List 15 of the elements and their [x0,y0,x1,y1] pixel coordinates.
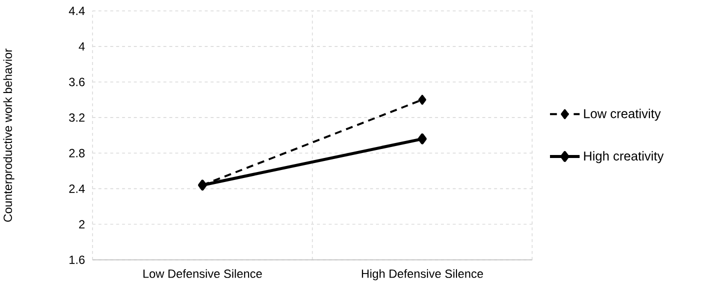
y-tick-label: 2.4 [69,184,85,193]
y-tick-label: 1.6 [70,255,85,264]
y-tick-label: 3.2 [69,113,85,122]
y-tick-label: 4 [78,42,85,50]
point [418,133,427,144]
y-tick-label: 3.6 [69,78,85,86]
y-tick-label: 4.4 [68,6,85,15]
y-tick-label: 2 [79,220,85,228]
legend-label: Low creativity [584,108,661,121]
y-tick-label: 2.8 [69,148,85,158]
x-tick-label: Low Defensive Silence [143,269,262,278]
y-axis-title: Counterproductive work behavior [3,48,14,222]
x-tick-label: High Defensive Silence [362,269,483,280]
legend-label: High creativity [584,150,664,163]
point [418,94,426,105]
